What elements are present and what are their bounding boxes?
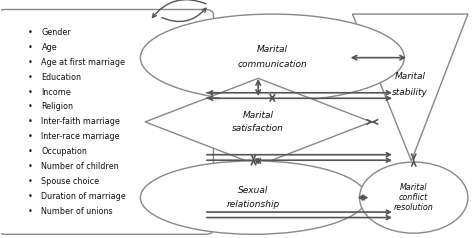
Polygon shape bbox=[353, 14, 468, 161]
Text: Marital: Marital bbox=[400, 183, 428, 192]
Polygon shape bbox=[145, 78, 371, 165]
Text: communication: communication bbox=[237, 60, 307, 69]
Text: Spouse choice: Spouse choice bbox=[41, 177, 100, 186]
Text: Age at first marriage: Age at first marriage bbox=[41, 58, 126, 67]
Text: Marital: Marital bbox=[243, 110, 273, 119]
Text: relationship: relationship bbox=[227, 200, 280, 209]
Text: •: • bbox=[27, 117, 32, 126]
Text: Sexual: Sexual bbox=[238, 186, 269, 195]
Text: Marital: Marital bbox=[395, 72, 426, 80]
Text: Income: Income bbox=[41, 88, 71, 97]
Text: •: • bbox=[27, 192, 32, 201]
Ellipse shape bbox=[140, 161, 366, 234]
Text: •: • bbox=[27, 162, 32, 171]
Text: Occupation: Occupation bbox=[41, 147, 87, 156]
Text: •: • bbox=[27, 147, 32, 156]
Text: •: • bbox=[27, 88, 32, 97]
Text: Number of unions: Number of unions bbox=[41, 207, 113, 216]
Text: Age: Age bbox=[41, 43, 57, 52]
Text: stability: stability bbox=[392, 88, 428, 97]
Text: Inter-race marriage: Inter-race marriage bbox=[41, 132, 120, 141]
Text: •: • bbox=[27, 103, 32, 111]
Ellipse shape bbox=[359, 162, 468, 233]
Text: Education: Education bbox=[41, 73, 82, 82]
Text: satisfaction: satisfaction bbox=[232, 124, 284, 133]
Text: Religion: Religion bbox=[41, 103, 73, 111]
Text: •: • bbox=[27, 43, 32, 52]
Text: resolution: resolution bbox=[394, 203, 434, 213]
Ellipse shape bbox=[140, 14, 404, 101]
FancyBboxPatch shape bbox=[0, 10, 213, 234]
Text: Gender: Gender bbox=[41, 28, 71, 37]
Text: •: • bbox=[27, 58, 32, 67]
Text: conflict: conflict bbox=[399, 193, 428, 202]
Text: •: • bbox=[27, 132, 32, 141]
Text: Marital: Marital bbox=[257, 45, 288, 54]
Text: •: • bbox=[27, 73, 32, 82]
Text: •: • bbox=[27, 177, 32, 186]
Text: •: • bbox=[27, 207, 32, 216]
Text: •: • bbox=[27, 28, 32, 37]
Text: Duration of marriage: Duration of marriage bbox=[41, 192, 126, 201]
Text: Inter-faith marriage: Inter-faith marriage bbox=[41, 117, 120, 126]
Text: Number of children: Number of children bbox=[41, 162, 119, 171]
